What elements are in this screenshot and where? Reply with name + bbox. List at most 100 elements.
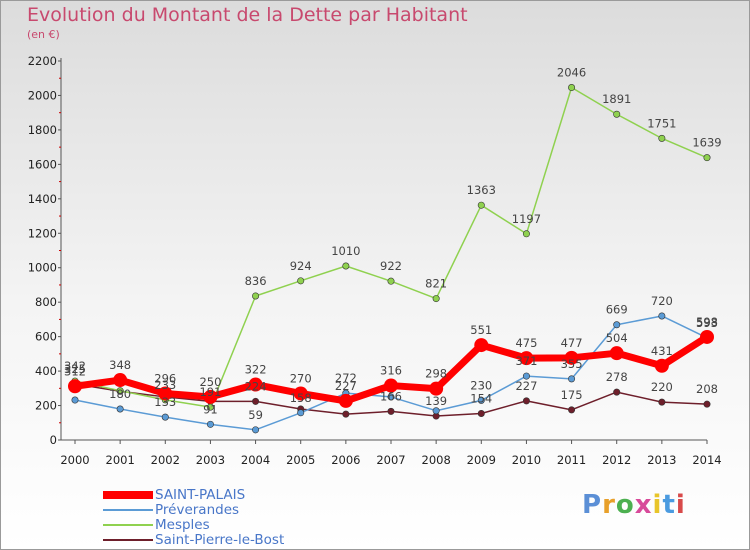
x-tick-label: 2006 [331, 453, 360, 467]
data-point [161, 413, 169, 421]
x-tick-label: 2000 [60, 453, 89, 467]
data-label: 154 [470, 391, 492, 405]
data-point [252, 426, 260, 434]
data-label: 278 [606, 370, 628, 384]
data-label: 220 [651, 380, 673, 394]
data-point [432, 407, 440, 415]
data-label: 272 [335, 371, 357, 385]
data-point [206, 420, 214, 428]
data-point [158, 386, 173, 401]
data-label: 504 [606, 331, 628, 345]
legend-label: Mesples [155, 517, 210, 533]
data-label: 2046 [557, 66, 586, 80]
data-point [658, 398, 666, 406]
x-tick-label: 2014 [692, 453, 721, 467]
data-label: 91 [203, 402, 218, 416]
y-tick-label: 800 [35, 295, 57, 309]
data-label: 139 [425, 394, 447, 408]
data-label: 175 [561, 388, 583, 402]
y-tick-label: 600 [35, 330, 57, 344]
data-label: 836 [245, 274, 267, 288]
data-label: 325 [64, 362, 86, 376]
y-tick-label: 2000 [28, 88, 57, 102]
data-label: 166 [380, 389, 402, 403]
y-tick-label: 0 [50, 433, 57, 447]
unit-label: (en €) [27, 28, 60, 41]
data-point [477, 396, 485, 404]
data-point [658, 312, 666, 320]
data-label: 59 [248, 408, 263, 422]
data-point [342, 262, 350, 270]
y-tick-label: 400 [35, 364, 57, 378]
data-label: 475 [515, 336, 537, 350]
data-label: 1363 [467, 183, 496, 197]
data-point [564, 350, 579, 365]
data-label: 322 [245, 363, 267, 377]
data-point [113, 373, 128, 388]
data-point [68, 379, 82, 394]
data-point [252, 397, 260, 405]
data-point [248, 377, 263, 392]
data-label: 312 [64, 364, 86, 378]
data-label: 230 [470, 378, 492, 392]
legend-item-saint-pierre-le-bost: Saint-Pierre-le-Bost [103, 532, 285, 548]
x-tick-label: 2003 [196, 453, 225, 467]
data-point [432, 295, 440, 303]
data-label: 250 [199, 375, 221, 389]
x-tick-label: 2004 [241, 453, 270, 467]
data-label: 296 [154, 371, 176, 385]
data-point [477, 409, 485, 417]
series-line [74, 86, 708, 408]
x-tick-label: 2007 [376, 453, 405, 467]
y-tick-label: 2200 [28, 54, 57, 68]
legend-item-preverandes: Préverandes [103, 502, 240, 518]
data-point [568, 84, 576, 92]
data-point [116, 405, 124, 413]
data-label: 348 [109, 358, 131, 372]
logo-letter: t [662, 490, 676, 520]
data-label: 270 [290, 371, 312, 385]
data-point [519, 351, 534, 366]
data-point [429, 381, 444, 396]
data-point [613, 321, 621, 329]
y-tick-label: 1600 [28, 157, 57, 171]
proxiti-logo: Proxiti [582, 490, 686, 520]
legend-label: Préverandes [155, 502, 240, 518]
data-label: 227 [515, 379, 537, 393]
legend-label: Saint-Pierre-le-Bost [155, 532, 285, 548]
y-tick-label: 1400 [28, 192, 57, 206]
data-label: 821 [425, 277, 447, 291]
data-point [71, 396, 79, 404]
data-point [293, 386, 308, 401]
data-label: 431 [651, 344, 673, 358]
x-tick-label: 2008 [422, 453, 451, 467]
legend-label: SAINT-PALAIS [155, 487, 246, 503]
data-point [116, 387, 124, 395]
data-label: 342 [64, 359, 86, 373]
data-label: 316 [380, 364, 402, 378]
data-label: 922 [380, 259, 402, 273]
data-label: 180 [109, 387, 131, 401]
x-tick-label: 2012 [602, 453, 631, 467]
x-tick-label: 2010 [512, 453, 541, 467]
chart-title: Evolution du Montant de la Dette par Hab… [27, 4, 468, 26]
data-label: 298 [425, 367, 447, 381]
data-label: 371 [515, 354, 537, 368]
data-label: 551 [470, 323, 492, 337]
data-label: 224 [245, 379, 267, 393]
data-label: 191 [199, 385, 221, 399]
data-label: 233 [154, 378, 176, 392]
data-point [568, 406, 576, 414]
data-point [387, 393, 395, 401]
data-point [203, 389, 218, 404]
data-label: 158 [290, 391, 312, 405]
data-point [342, 410, 350, 418]
data-label: 720 [651, 294, 673, 308]
legend-swatch [103, 539, 153, 541]
data-label: 1891 [602, 92, 631, 106]
logo-letter: i [675, 490, 686, 520]
data-point [703, 400, 711, 408]
data-label: 598 [696, 315, 718, 329]
